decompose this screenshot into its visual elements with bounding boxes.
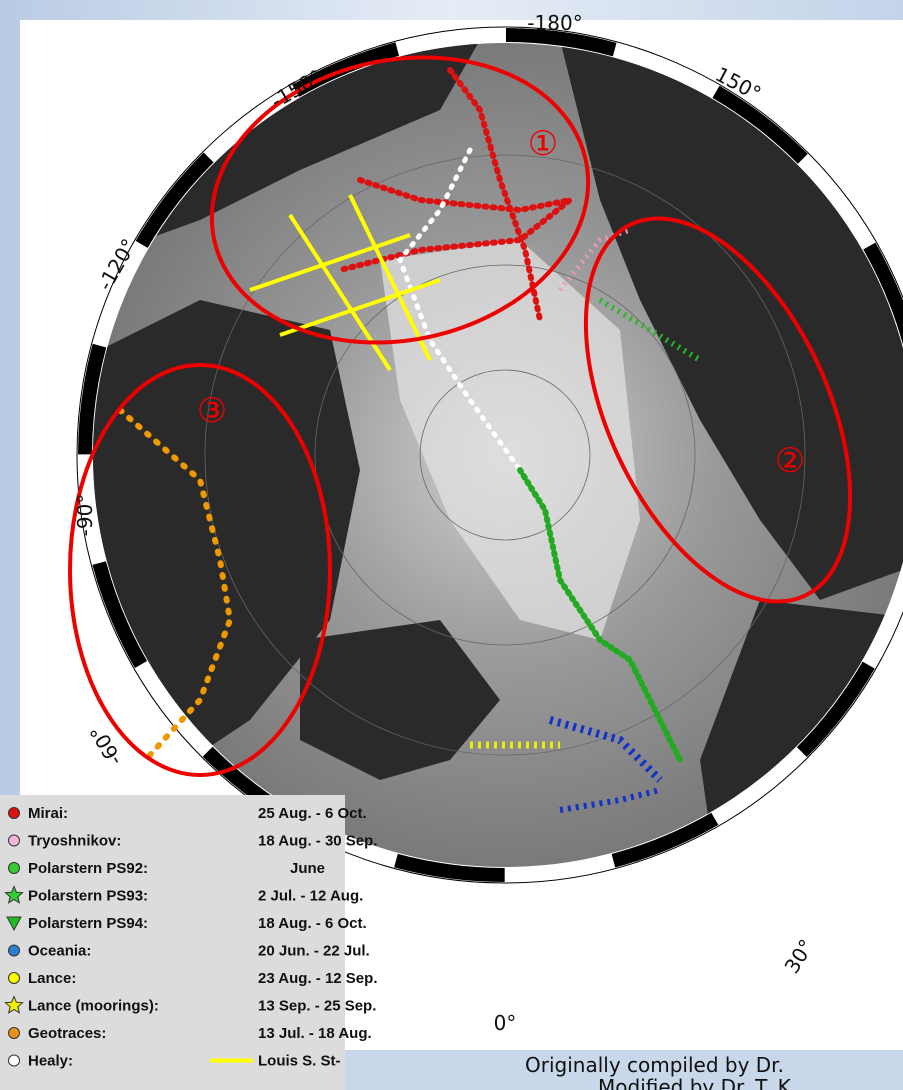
longitude-label: -90° [73, 494, 97, 537]
legend-dates: 18 Aug. - 6 Oct. [258, 915, 367, 932]
legend-marker [9, 1028, 20, 1039]
legend-dates: 2 Jul. - 12 Aug. [258, 888, 363, 905]
credit-text: Originally compiled by Dr. [525, 1053, 784, 1077]
credit-text: Modified by Dr. T. K [598, 1075, 792, 1090]
legend-dates: June [290, 860, 325, 877]
legend-name: Geotraces: [28, 1025, 106, 1042]
legend-dates: 20 Jun. - 22 Jul. [258, 943, 370, 960]
legend-marker [9, 863, 20, 874]
legend-dates: 25 Aug. - 6 Oct. [258, 805, 367, 822]
region-label: ① [528, 124, 558, 164]
legend-marker [9, 1055, 20, 1066]
legend-dates: 13 Sep. - 25 Sep. [258, 998, 376, 1015]
legend: Mirai: 25 Aug. - 6 Oct. Tryoshnikov: 18 Aug… [0, 795, 400, 1090]
legend-name: Mirai: [28, 805, 68, 822]
longitude-label: 0° [494, 1011, 517, 1035]
legend-name: Polarstern PS94: [28, 915, 148, 932]
legend-marker [9, 808, 20, 819]
legend-name: Lance: [28, 970, 76, 987]
legend-marker [9, 973, 20, 984]
legend-name: Lance (moorings): [28, 998, 159, 1015]
legend-name: Tryoshnikov: [28, 833, 121, 850]
legend-name: Healy: [28, 1053, 73, 1070]
legend-marker [9, 945, 20, 956]
page: {"map": {"longitude_labels": ["-180°", "… [0, 0, 903, 1090]
legend-name: Polarstern PS93: [28, 888, 148, 905]
legend-dates: 23 Aug. - 12 Sep. [258, 970, 377, 987]
longitude-label: -180° [527, 11, 582, 35]
region-label: ③ [197, 391, 227, 431]
legend-name: Oceania: [28, 943, 91, 960]
legend-dates: 13 Jul. - 18 Aug. [258, 1025, 372, 1042]
legend-dates: 18 Aug. - 30 Sep. [258, 833, 377, 850]
legend-marker [9, 835, 20, 846]
map-slide: ① ② ③ -180° 150° -150° -120° -90° -60° 3… [0, 0, 903, 1090]
legend-name: Polarstern PS92: [28, 860, 148, 877]
region-label: ② [775, 441, 805, 481]
